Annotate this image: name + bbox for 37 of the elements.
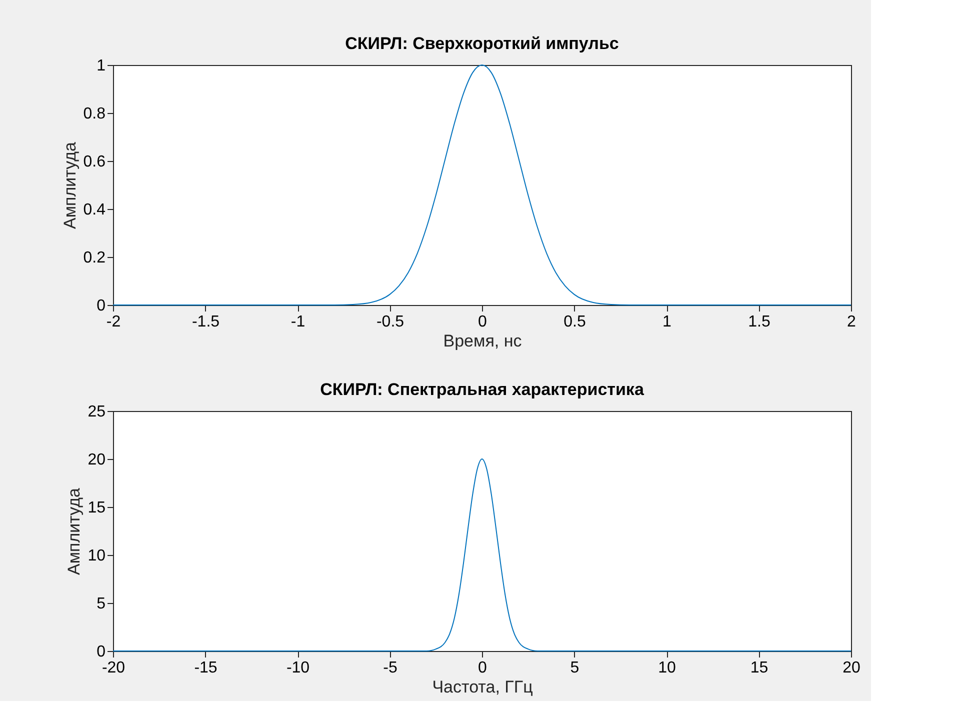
- x-tick-label: 1: [662, 314, 672, 330]
- y-axis-title: Амплитуда: [64, 487, 84, 575]
- x-axis-title: Время, нс: [443, 332, 522, 350]
- y-tick-label: 0.8: [83, 106, 106, 122]
- y-tick-label: 25: [88, 404, 106, 420]
- x-tick-label: 5: [570, 660, 580, 676]
- x-tick-label: -5: [383, 660, 398, 676]
- x-tick-label: -0.5: [376, 314, 404, 330]
- y-tick-label: 5: [96, 596, 106, 612]
- y-tick-label: 15: [88, 500, 106, 516]
- y-tick-label: 0: [96, 298, 106, 314]
- x-tick-label: -20: [102, 660, 126, 676]
- y-tick-label: 0: [96, 644, 106, 660]
- x-axis-title: Частота, ГГц: [432, 678, 534, 696]
- line-series: [112, 458, 852, 652]
- x-tick-label: 0: [478, 660, 488, 676]
- x-tick-label: -1.5: [192, 314, 220, 330]
- x-tick-label: 1.5: [748, 314, 770, 330]
- y-tick-label: 0.4: [83, 202, 106, 218]
- x-tick-label: -10: [286, 660, 310, 676]
- x-tick-label: 20: [842, 660, 860, 676]
- x-tick-label: 10: [658, 660, 676, 676]
- chart-title: СКИРЛ: Спектральная характеристика: [320, 380, 644, 399]
- y-tick-label: 10: [88, 548, 106, 564]
- x-tick-label: 0: [478, 314, 488, 330]
- y-tick-label: 1: [96, 58, 106, 74]
- x-tick-label: 2: [847, 314, 856, 330]
- x-tick-label: -1: [290, 314, 306, 330]
- y-tick-label: 20: [88, 452, 106, 468]
- x-tick-label: 15: [750, 660, 768, 676]
- y-tick-label: 0.2: [83, 250, 106, 266]
- y-axis-title: Амплитуда: [60, 141, 80, 229]
- x-tick-label: -15: [194, 660, 218, 676]
- x-tick-label: 0.5: [564, 314, 586, 330]
- y-tick-label: 0.6: [83, 154, 106, 170]
- chart-title: СКИРЛ: Сверхкороткий импульс: [345, 34, 619, 53]
- x-tick-label: -2: [106, 314, 121, 330]
